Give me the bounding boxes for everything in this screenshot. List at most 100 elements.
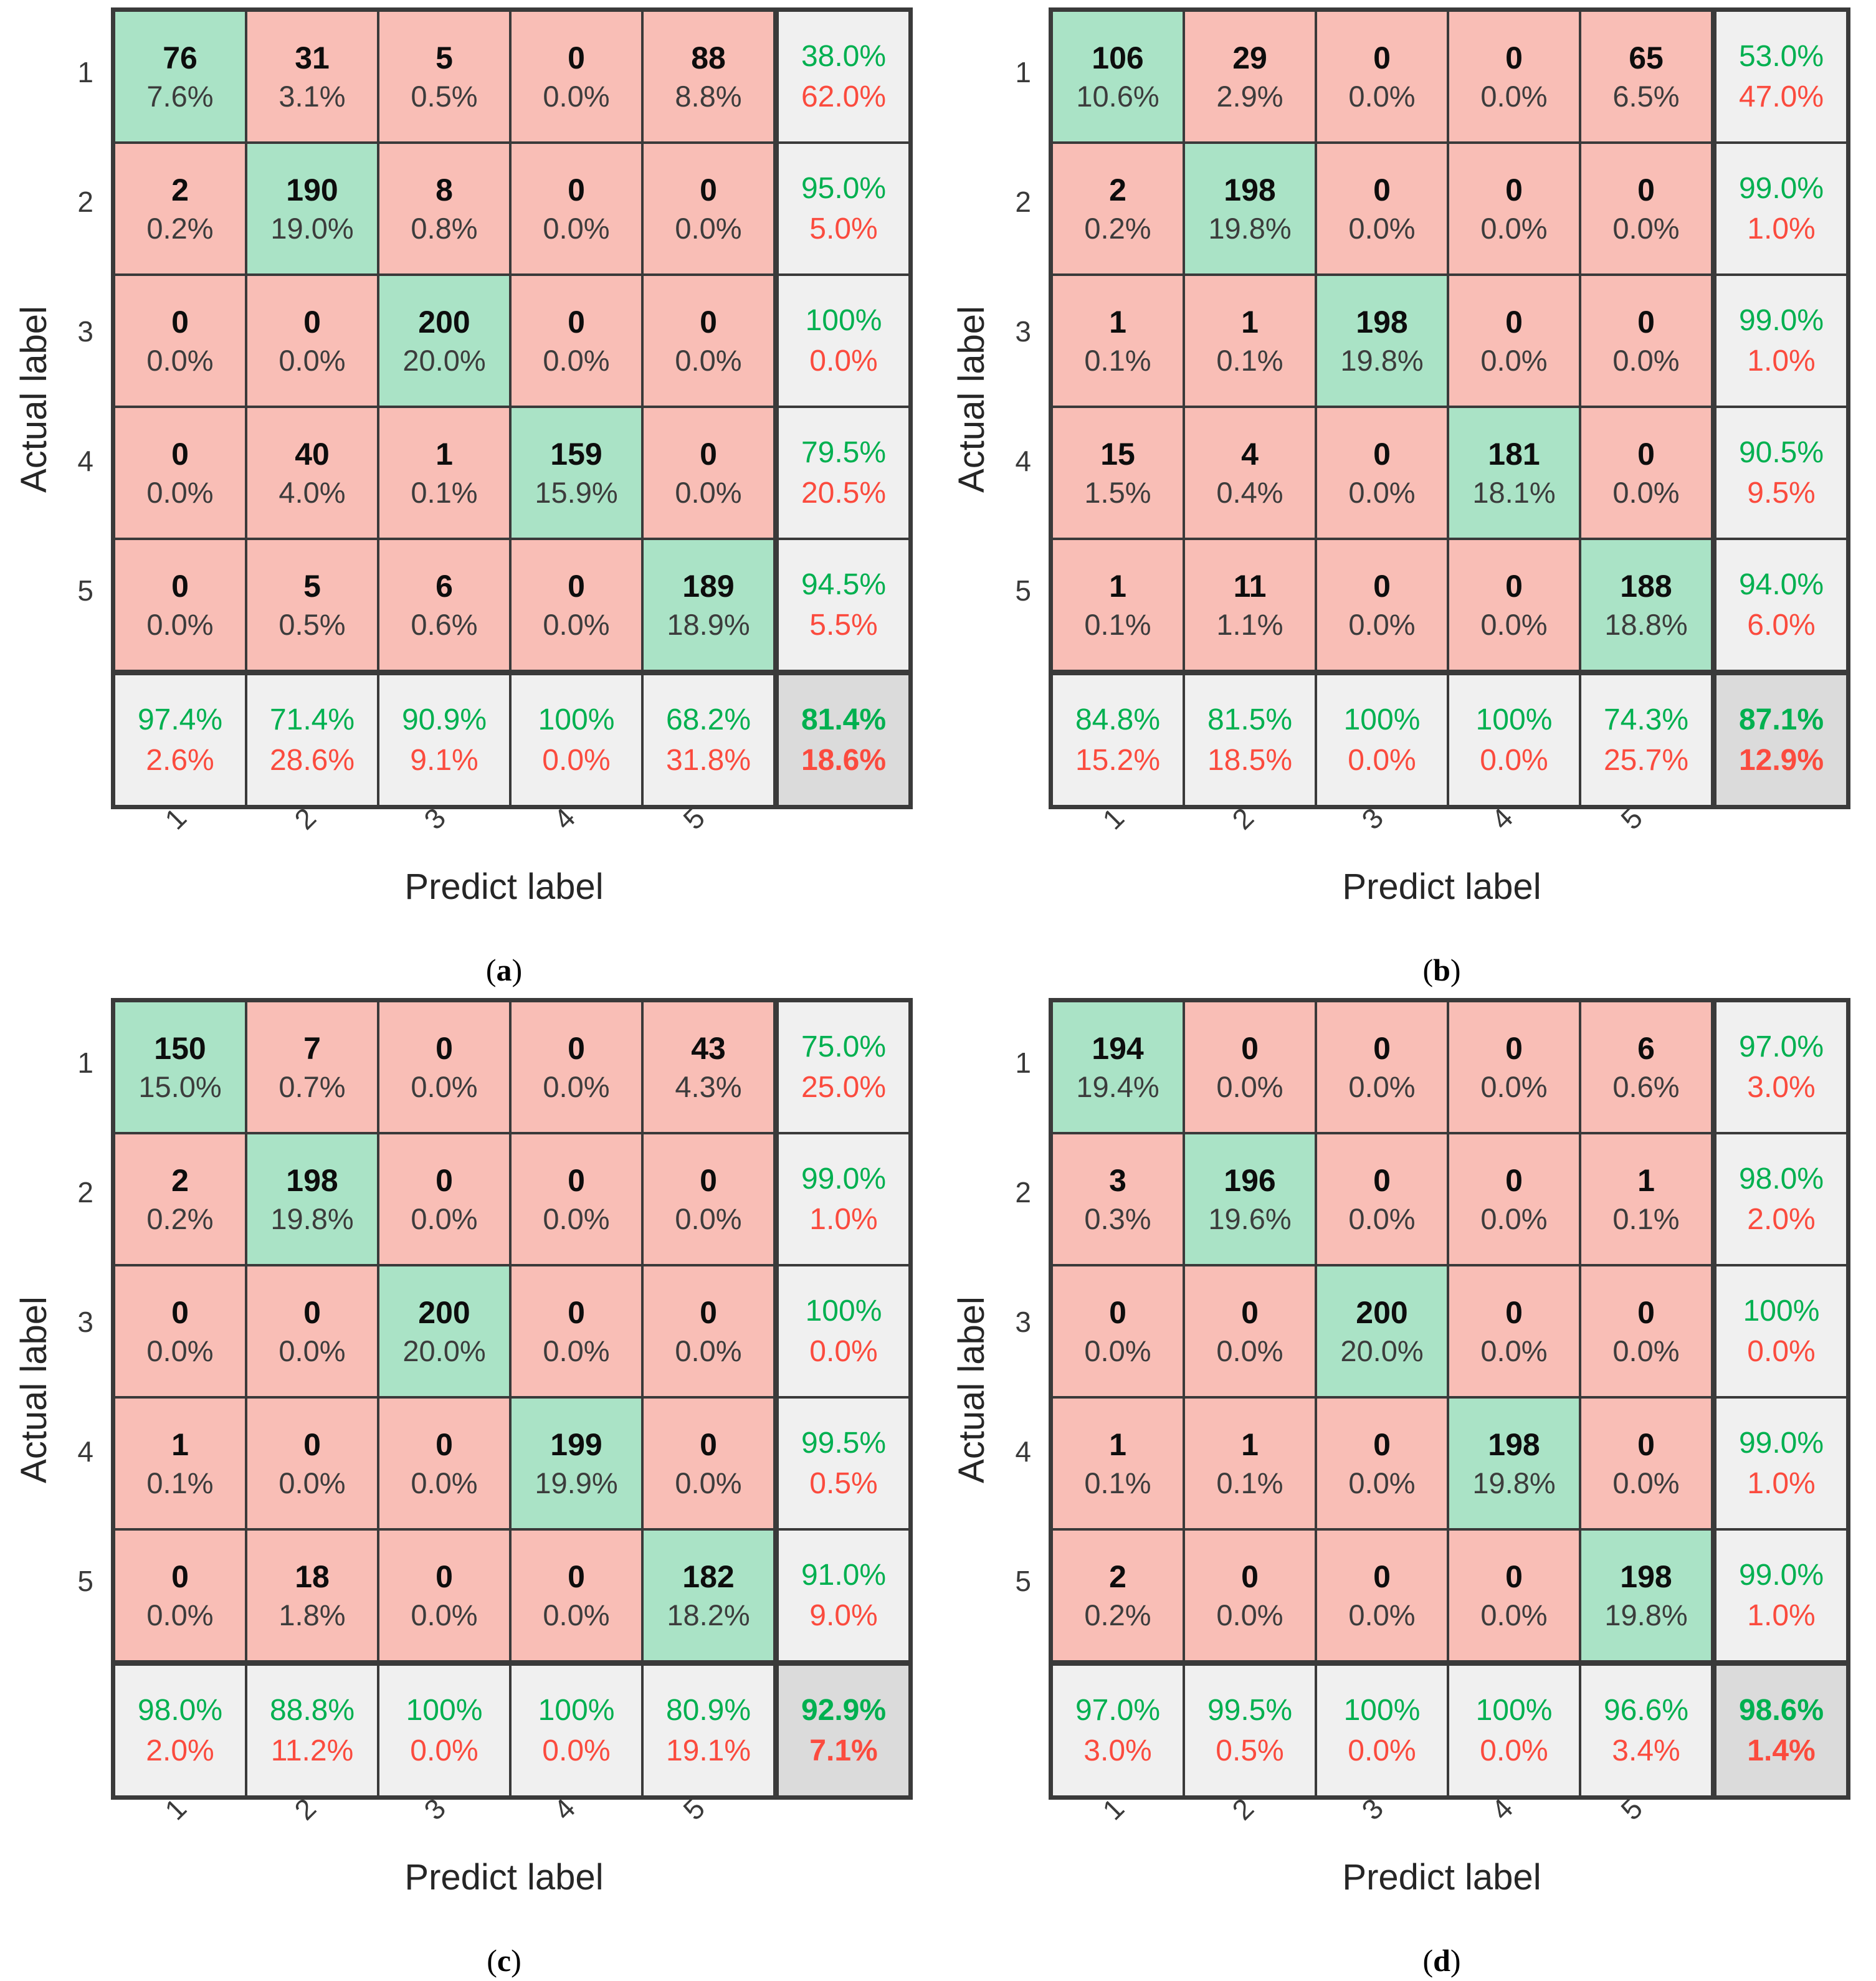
- matrix-cell-r4-c2: 4 0.4%: [1183, 406, 1317, 540]
- cell-count: 0: [700, 437, 717, 472]
- cell-count: 3: [1109, 1163, 1126, 1198]
- row-recall-percent: 99.0%: [801, 1162, 887, 1195]
- row-recall-percent: 97.0%: [1738, 1030, 1824, 1063]
- row-summary-cell: 99.0% 1.0%: [1711, 1396, 1850, 1531]
- x-tick-label: 4: [1485, 1792, 1520, 1827]
- cell-percent: 0.5%: [279, 608, 346, 641]
- row-summary-cell: 100% 0.0%: [773, 273, 912, 408]
- matrix-cell-r5-c2: 11 1.1%: [1183, 538, 1317, 674]
- col-error-percent: 11.2%: [270, 1734, 354, 1767]
- matrix-cell-r1-c4: 0 0.0%: [509, 999, 644, 1134]
- y-tick-label: 5: [1015, 574, 1031, 607]
- matrix-row: 0 0.0% 0 0.0% 200 20.0% 0 0.0% 0 0.0% 100% 0.0%: [1049, 1264, 1850, 1399]
- cell-count: 1: [1109, 569, 1126, 604]
- matrix-cell-r1-c2: 31 3.1%: [245, 8, 379, 144]
- row-recall-percent: 53.0%: [1738, 40, 1824, 73]
- col-precision-percent: 97.4%: [137, 703, 223, 736]
- caption-open-paren: (: [487, 1943, 497, 1978]
- matrix-cell-r1-c5: 65 6.5%: [1579, 8, 1715, 144]
- col-precision-percent: 100%: [1475, 1694, 1553, 1727]
- cell-count: 200: [418, 1295, 470, 1330]
- matrix-cell-r2-c3: 0 0.0%: [1315, 1132, 1449, 1266]
- cell-percent: 0.0%: [543, 212, 610, 245]
- cell-percent: 0.1%: [1084, 1466, 1151, 1499]
- matrix-row: 2 0.2% 198 19.8% 0 0.0% 0 0.0% 0 0.0% 99.0% 1.0%: [1049, 141, 1850, 276]
- cell-percent: 0.0%: [675, 1466, 742, 1499]
- cell-percent: 19.9%: [535, 1466, 618, 1499]
- cell-count: 0: [1373, 40, 1391, 75]
- col-error-percent: 19.1%: [665, 1734, 751, 1767]
- cell-percent: 0.1%: [1612, 1202, 1680, 1235]
- cell-count: 0: [700, 1427, 717, 1462]
- cell-count: 0: [1637, 1427, 1655, 1462]
- cell-count: 194: [1092, 1031, 1144, 1066]
- cell-percent: 0.1%: [1084, 344, 1151, 377]
- cell-percent: 0.0%: [1348, 80, 1416, 113]
- matrix-row: 0 0.0% 5 0.5% 6 0.6% 0 0.0% 189 18.9% 94.5% 5.5%: [112, 538, 912, 674]
- col-summary-cell: 97.0% 3.0%: [1049, 1660, 1185, 1799]
- cell-count: 0: [568, 305, 585, 340]
- cell-percent: 3.1%: [279, 80, 346, 113]
- y-tick-label: 1: [1015, 56, 1031, 88]
- cell-count: 1: [436, 437, 453, 472]
- col-precision-percent: 71.4%: [269, 703, 355, 736]
- matrix-cell-r3-c1: 0 0.0%: [112, 273, 247, 408]
- col-summary-cell: 84.8% 15.2%: [1049, 670, 1185, 809]
- cell-count: 0: [303, 1295, 321, 1330]
- matrix-cell-r2-c2: 190 19.0%: [245, 141, 379, 276]
- matrix-cell-r1-c3: 5 0.5%: [377, 8, 512, 144]
- cell-count: 0: [568, 40, 585, 75]
- x-tick-label: 1: [1096, 801, 1131, 836]
- cell-percent: 0.1%: [1216, 1466, 1283, 1499]
- row-recall-percent: 90.5%: [1738, 436, 1824, 469]
- x-tick-label: 5: [677, 801, 712, 836]
- cell-percent: 7.6%: [146, 80, 214, 113]
- col-summary-cell: 100% 0.0%: [1447, 1660, 1581, 1799]
- col-precision-percent: 100%: [406, 1694, 483, 1727]
- cell-count: 0: [1505, 1295, 1523, 1330]
- cell-percent: 0.0%: [411, 1599, 478, 1632]
- cell-percent: 19.8%: [270, 1202, 354, 1235]
- cell-count: 0: [171, 1559, 189, 1594]
- row-error-percent: 1.0%: [809, 1203, 878, 1236]
- matrix-cell-r5-c5: 182 18.2%: [641, 1528, 778, 1665]
- row-error-percent: 47.0%: [1738, 80, 1824, 113]
- row-error-percent: 1.0%: [1747, 212, 1816, 245]
- matrix-cell-r2-c2: 196 19.6%: [1183, 1132, 1317, 1266]
- cell-count: 5: [436, 40, 453, 75]
- overall-accuracy-percent: 87.1%: [1738, 703, 1824, 736]
- col-error-percent: 3.4%: [1612, 1734, 1680, 1767]
- matrix-cell-r4-c5: 0 0.0%: [641, 1396, 778, 1531]
- row-recall-percent: 98.0%: [1738, 1162, 1824, 1195]
- matrix-cell-r4-c3: 0 0.0%: [1315, 1396, 1449, 1531]
- x-tick: 5: [629, 1790, 759, 1853]
- cell-percent: 0.0%: [675, 1202, 742, 1235]
- row-recall-percent: 91.0%: [801, 1559, 887, 1592]
- col-summary-cell: 81.5% 18.5%: [1183, 670, 1317, 809]
- col-error-percent: 18.5%: [1207, 744, 1293, 777]
- cell-percent: 0.0%: [1480, 344, 1548, 377]
- cell-percent: 0.0%: [1612, 212, 1680, 245]
- col-summary-cell: 68.2% 31.8%: [641, 670, 778, 809]
- x-tick-label: 4: [1485, 801, 1520, 836]
- col-error-percent: 0.0%: [1480, 744, 1548, 777]
- cell-percent: 0.0%: [411, 1202, 478, 1235]
- cell-percent: 18.8%: [1604, 608, 1688, 641]
- row-summary-cell: 97.0% 3.0%: [1711, 999, 1850, 1134]
- cell-count: 8: [436, 173, 453, 207]
- cell-count: 0: [1505, 1163, 1523, 1198]
- matrix-cell-r4-c3: 1 0.1%: [377, 406, 512, 540]
- x-tick: 3: [1308, 1790, 1437, 1853]
- cell-percent: 0.0%: [1348, 1466, 1416, 1499]
- cell-count: 0: [700, 1295, 717, 1330]
- cell-count: 7: [303, 1031, 321, 1066]
- cell-percent: 0.0%: [543, 80, 610, 113]
- col-precision-percent: 96.6%: [1603, 1694, 1689, 1727]
- row-error-percent: 1.0%: [1747, 1599, 1816, 1632]
- confusion-matrix-panel-a: Actual label 1 2 3 4 5 76 7.6% 31 3.1% 5 0.5% 0 0.0% 8…: [0, 0, 938, 990]
- cell-percent: 19.8%: [1208, 212, 1292, 245]
- caption-open-paren: (: [1422, 1943, 1434, 1978]
- col-summary-cell: 71.4% 28.6%: [245, 670, 379, 809]
- col-summary-cell: 74.3% 25.7%: [1579, 670, 1715, 809]
